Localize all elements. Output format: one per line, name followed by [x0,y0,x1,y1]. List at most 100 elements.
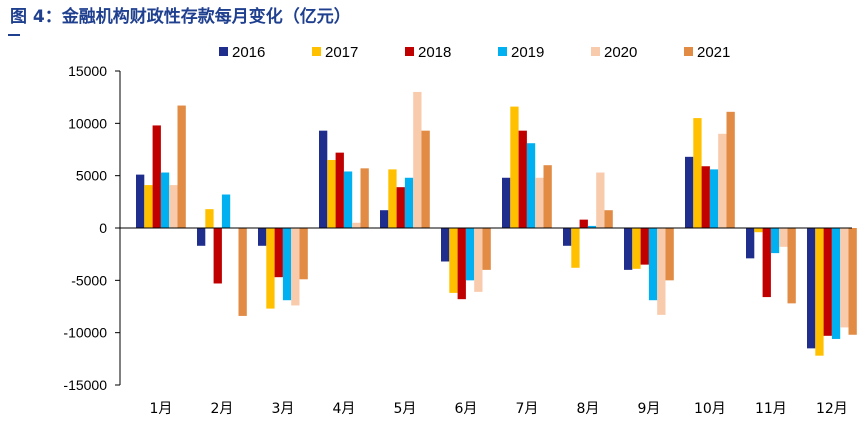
bar-2017-4 [327,159,336,228]
legend-swatch-2021 [684,47,693,56]
y-tick-label: 0 [99,220,107,236]
bar-2019-8 [587,225,597,228]
bar-2016-2 [197,228,206,246]
legend-label-2018: 2018 [418,44,451,61]
bar-2020-10 [718,133,727,228]
bar-2019-6 [465,228,475,281]
bar-2020-8 [596,172,605,228]
bar-2018-7 [518,130,527,228]
bar-2020-12 [840,228,849,328]
bar-2021-2 [238,228,247,316]
bar-2017-3 [266,228,275,309]
y-tick-label: 15000 [68,63,107,79]
bar-2016-12 [807,228,816,349]
x-axis: 1月 2月 3月 4月 5月 6月 7月 8月 9月 10月 11月 12月 [120,227,852,417]
x-category-label: 12月 [816,401,848,417]
bar-2020-1 [169,185,178,228]
bar-2016-4 [319,130,328,228]
bar-2021-5 [421,130,430,228]
y-tick-label: -15000 [63,377,107,393]
bar-2017-7 [510,106,519,228]
bar-2019-3 [282,228,292,301]
bar-2016-7 [502,177,511,228]
legend-swatch-2019 [498,47,507,56]
bar-2021-3 [299,228,308,280]
bar-2017-11 [754,228,763,233]
bar-2018-8 [579,219,588,228]
bar-2016-1 [136,174,145,228]
bar-2017-8 [571,228,580,268]
y-tick-label: 5000 [76,168,107,184]
legend-swatch-2020 [591,47,600,56]
bar-2020-11 [779,228,788,247]
x-category-label: 7月 [515,401,538,417]
bar-2021-8 [604,210,613,228]
bar-2019-7 [526,143,536,228]
bar-2018-4 [335,152,344,228]
bar-2019-5 [404,177,414,228]
x-category-label: 10月 [694,401,726,417]
bar-2019-9 [648,228,658,301]
bar-2016-5 [380,210,389,228]
x-category-label: 1月 [149,401,172,417]
legend-swatch-2016 [219,47,228,56]
bar-2021-1 [177,105,186,228]
bar-2016-8 [563,228,572,246]
y-tick-label: -5000 [71,272,107,288]
x-category-label: 11月 [755,401,787,417]
bar-2019-10 [709,169,719,228]
bar-2019-12 [831,228,841,339]
bar-2017-12 [815,228,824,356]
bar-2016-3 [258,228,267,246]
legend-label-2020: 2020 [604,44,637,61]
bar-2017-2 [205,209,214,228]
bar-2020-5 [413,91,422,229]
chart-bars [136,91,857,356]
y-tick-label: 10000 [68,115,107,131]
bar-2017-5 [388,169,397,228]
bar-2021-4 [360,168,369,228]
bar-2020-9 [657,228,666,315]
legend-swatch-2018 [405,47,414,56]
bar-2016-9 [624,228,633,270]
bar-2019-2 [221,194,231,228]
bar-2016-11 [746,228,755,259]
bar-2021-10 [726,111,735,228]
bar-2018-2 [213,228,222,284]
legend-swatch-2017 [312,47,321,56]
bar-2017-10 [693,118,702,228]
bar-2018-5 [396,187,405,228]
bar-2021-7 [543,165,552,228]
bar-2021-11 [787,228,796,304]
bar-2019-11 [770,228,780,254]
bar-2017-9 [632,228,641,269]
bar-2019-4 [343,171,353,228]
bar-2021-9 [665,228,674,281]
bar-2016-10 [685,156,694,228]
bar-2018-9 [640,228,649,265]
x-category-label: 2月 [210,401,233,417]
bar-2020-6 [474,228,483,292]
bar-2018-11 [762,228,771,298]
x-category-label: 5月 [393,401,416,417]
bar-2018-6 [457,228,466,300]
y-tick-label: -10000 [63,325,107,341]
bar-2017-6 [449,228,458,293]
x-category-label: 8月 [576,401,599,417]
bar-2017-1 [144,185,153,228]
bar-2016-6 [441,228,450,262]
bar-2020-7 [535,177,544,228]
x-category-label: 3月 [271,401,294,417]
legend-label-2019: 2019 [511,44,544,61]
bar-2021-6 [482,228,491,270]
legend-label-2016: 2016 [232,44,265,61]
bar-2018-12 [823,228,832,336]
bar-2018-3 [274,228,283,278]
figure-caption: 图 4：金融机构财政性存款每月变化（亿元） [10,7,351,27]
caption-underline [8,34,20,36]
bar-2018-1 [152,125,161,228]
x-category-label: 4月 [332,401,355,417]
bar-2018-10 [701,166,710,228]
legend-label-2017: 2017 [325,44,358,61]
